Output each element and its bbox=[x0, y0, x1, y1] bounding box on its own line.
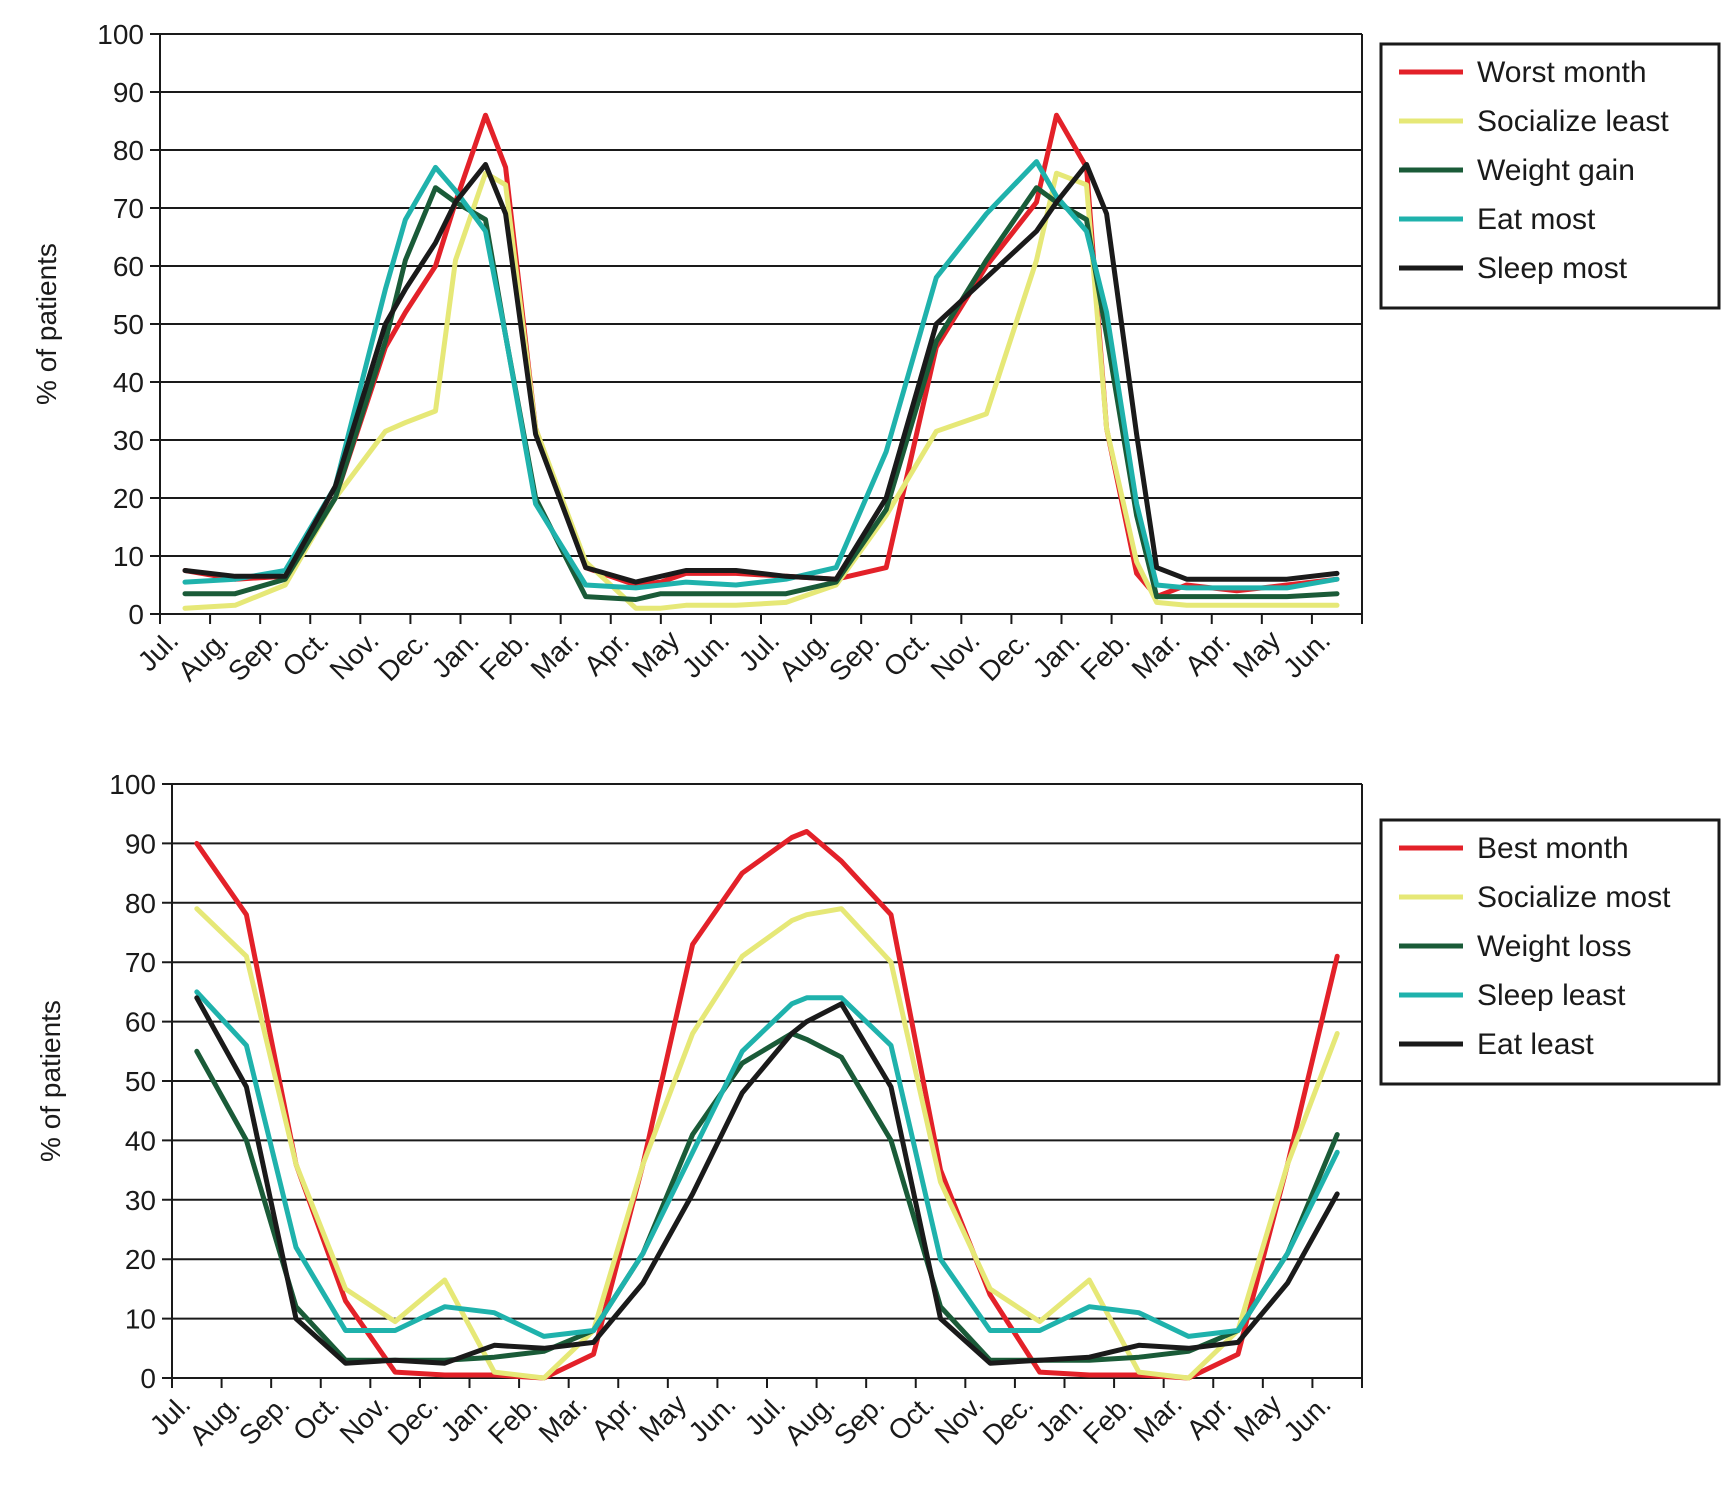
y-tick-label: 20 bbox=[113, 483, 144, 514]
x-tick-label: Nov. bbox=[324, 624, 385, 685]
x-tick-label: Sep. bbox=[222, 624, 285, 687]
y-tick-label: 0 bbox=[128, 599, 144, 630]
legend-entry: Socialize most bbox=[1477, 881, 1671, 914]
x-tick-label: Jan. bbox=[1027, 624, 1086, 683]
series-line-socialize-least bbox=[182, 170, 1340, 611]
y-tick-label: 50 bbox=[113, 309, 144, 340]
x-tick-label: Aug. bbox=[778, 1388, 841, 1451]
bottom-chart-best-month: 0102030405060708090100Jul.Aug.Sep.Oct.No… bbox=[35, 769, 1721, 1451]
x-tick-label: Aug. bbox=[183, 1388, 246, 1451]
series-line-sleep-least bbox=[194, 989, 1340, 1339]
series-line-best-month bbox=[194, 829, 1340, 1381]
x-tick-label: Mar. bbox=[1126, 624, 1186, 684]
x-tick-label: Mar. bbox=[533, 1388, 593, 1448]
x-tick-label: Apr. bbox=[1180, 1388, 1237, 1445]
x-tick-label: Jun. bbox=[682, 1388, 741, 1447]
x-tick-label: May bbox=[1228, 1388, 1287, 1447]
x-tick-label: Feb. bbox=[1077, 1388, 1139, 1450]
x-tick-label: Mar. bbox=[1128, 1388, 1188, 1448]
x-tick-label: Sep. bbox=[828, 1388, 891, 1451]
y-tick-label: 60 bbox=[125, 1007, 156, 1038]
x-tick-label: Dec. bbox=[382, 1388, 445, 1451]
x-tick-label: May bbox=[1227, 624, 1286, 683]
x-tick-label: Mar. bbox=[525, 624, 585, 684]
x-tick-label: Aug. bbox=[172, 624, 235, 687]
x-tick-label: Nov. bbox=[334, 1388, 395, 1449]
y-tick-label: 50 bbox=[125, 1066, 156, 1097]
legend-box bbox=[1379, 42, 1721, 310]
series-line-eat-most bbox=[182, 159, 1340, 591]
x-tick-label: Apr. bbox=[585, 1388, 642, 1445]
y-tick-label: 70 bbox=[113, 193, 144, 224]
series-line-weight-loss bbox=[194, 1031, 1340, 1363]
x-tick-label: Oct. bbox=[276, 624, 334, 682]
y-tick-label: 10 bbox=[125, 1304, 156, 1335]
x-tick-label: Sep. bbox=[823, 624, 886, 687]
x-tick-label: Feb. bbox=[473, 624, 535, 686]
y-tick-label: 30 bbox=[113, 425, 144, 456]
legend-entry: Worst month bbox=[1477, 56, 1647, 89]
y-tick-label: 100 bbox=[109, 769, 156, 800]
y-tick-label: 20 bbox=[125, 1244, 156, 1275]
x-tick-label: Aug. bbox=[773, 624, 836, 687]
x-tick-label: Dec. bbox=[372, 624, 435, 687]
y-tick-label: 80 bbox=[113, 135, 144, 166]
top-chart-worst-month: 0102030405060708090100Jul.Aug.Sep.Oct.No… bbox=[31, 19, 1721, 687]
y-tick-label: 60 bbox=[113, 251, 144, 282]
x-tick-label: May bbox=[633, 1388, 692, 1447]
x-tick-label: Oct. bbox=[882, 1388, 940, 1446]
series-line-weight-gain bbox=[182, 185, 1340, 602]
y-tick-label: 40 bbox=[125, 1125, 156, 1156]
y-tick-label: 70 bbox=[125, 947, 156, 978]
y-tick-label: 80 bbox=[125, 888, 156, 919]
y-tick-label: 40 bbox=[113, 367, 144, 398]
y-tick-label: 30 bbox=[125, 1185, 156, 1216]
series-line-eat-least bbox=[194, 995, 1340, 1366]
x-tick-label: Feb. bbox=[482, 1388, 544, 1450]
y-axis-title: % of patients bbox=[35, 1000, 66, 1162]
x-tick-label: Jun. bbox=[676, 624, 735, 683]
x-tick-label: Apr. bbox=[578, 624, 635, 681]
y-tick-label: 10 bbox=[113, 541, 144, 572]
y-tick-label: 90 bbox=[125, 828, 156, 859]
y-tick-label: 0 bbox=[140, 1363, 156, 1394]
x-tick-label: Apr. bbox=[1179, 624, 1236, 681]
x-tick-label: Nov. bbox=[925, 624, 986, 685]
x-tick-label: May bbox=[626, 624, 685, 683]
legend-box bbox=[1379, 818, 1721, 1086]
legend-entry: Weight gain bbox=[1477, 154, 1635, 187]
legend-entry: Sleep least bbox=[1477, 979, 1626, 1012]
x-tick-label: Jan. bbox=[1030, 1388, 1089, 1447]
series-line-socialize-most bbox=[194, 906, 1340, 1381]
x-tick-label: Oct. bbox=[287, 1388, 345, 1446]
legend-entry: Socialize least bbox=[1477, 105, 1669, 138]
x-tick-label: Jun. bbox=[1277, 624, 1336, 683]
legend-entry: Best month bbox=[1477, 832, 1629, 865]
legend-entry: Eat most bbox=[1477, 203, 1596, 236]
x-tick-label: Oct. bbox=[877, 624, 935, 682]
series-line-worst-month bbox=[182, 112, 1340, 600]
series-line-sleep-most bbox=[182, 162, 1340, 585]
y-tick-label: 90 bbox=[113, 77, 144, 108]
x-tick-label: Jun. bbox=[1277, 1388, 1336, 1447]
x-tick-label: Nov. bbox=[929, 1388, 990, 1449]
y-axis-title: % of patients bbox=[31, 243, 62, 405]
legend-entry: Weight loss bbox=[1477, 930, 1632, 963]
x-tick-label: Dec. bbox=[973, 624, 1036, 687]
x-tick-label: Jan. bbox=[426, 624, 485, 683]
legend-entry: Sleep most bbox=[1477, 252, 1628, 285]
y-tick-label: 100 bbox=[97, 19, 144, 50]
x-tick-label: Dec. bbox=[977, 1388, 1040, 1451]
x-tick-label: Feb. bbox=[1074, 624, 1136, 686]
x-tick-label: Sep. bbox=[233, 1388, 296, 1451]
x-tick-label: Jan. bbox=[435, 1388, 494, 1447]
legend-entry: Eat least bbox=[1477, 1028, 1594, 1061]
